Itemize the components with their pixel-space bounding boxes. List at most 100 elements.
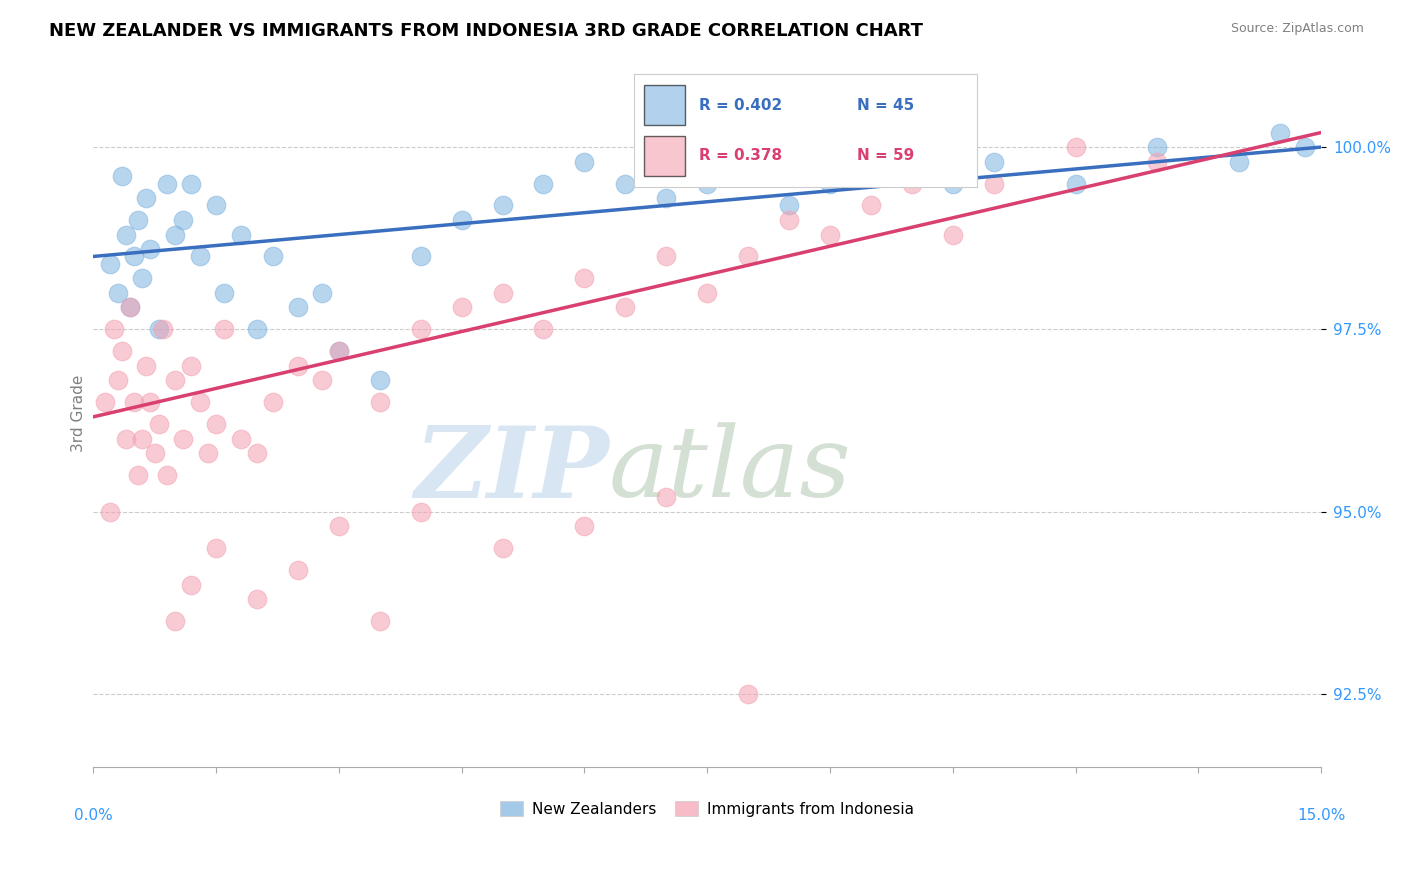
Point: [1270, 126, 1292, 140]
Point: [368, 395, 391, 409]
Point: [139, 242, 162, 256]
Point: [311, 373, 333, 387]
Point: [262, 250, 284, 264]
Point: [1146, 140, 1168, 154]
Point: [614, 177, 637, 191]
Point: [246, 592, 269, 607]
Point: [901, 140, 924, 154]
Point: [156, 468, 179, 483]
Point: [188, 250, 211, 264]
Point: [165, 227, 187, 242]
Point: [818, 227, 841, 242]
Point: [229, 432, 252, 446]
Point: [737, 250, 759, 264]
Point: [1064, 177, 1087, 191]
Point: [107, 285, 129, 300]
Point: [180, 577, 202, 591]
Legend: New Zealanders, Immigrants from Indonesia: New Zealanders, Immigrants from Indonesi…: [494, 795, 921, 822]
Text: NEW ZEALANDER VS IMMIGRANTS FROM INDONESIA 3RD GRADE CORRELATION CHART: NEW ZEALANDER VS IMMIGRANTS FROM INDONES…: [49, 22, 924, 40]
Text: Source: ZipAtlas.com: Source: ZipAtlas.com: [1230, 22, 1364, 36]
Point: [197, 446, 219, 460]
Point: [212, 285, 235, 300]
Point: [942, 177, 965, 191]
Point: [737, 154, 759, 169]
Point: [1064, 140, 1087, 154]
Point: [122, 395, 145, 409]
Point: [188, 395, 211, 409]
Point: [328, 344, 350, 359]
Point: [942, 227, 965, 242]
Point: [778, 213, 800, 227]
Point: [135, 359, 157, 373]
Point: [368, 614, 391, 628]
Point: [1227, 154, 1250, 169]
Point: [328, 344, 350, 359]
Point: [111, 169, 134, 184]
Point: [311, 285, 333, 300]
Point: [491, 541, 513, 555]
Point: [205, 198, 228, 212]
Text: 15.0%: 15.0%: [1296, 808, 1346, 823]
Point: [983, 154, 1005, 169]
Point: [246, 446, 269, 460]
Point: [655, 191, 678, 205]
Point: [172, 432, 194, 446]
Point: [262, 395, 284, 409]
Point: [118, 301, 141, 315]
Point: [139, 395, 162, 409]
Point: [655, 250, 678, 264]
Point: [409, 250, 432, 264]
Point: [696, 177, 718, 191]
Y-axis label: 3rd Grade: 3rd Grade: [72, 375, 86, 452]
Point: [737, 687, 759, 701]
Point: [131, 432, 153, 446]
Point: [409, 322, 432, 336]
Point: [107, 373, 129, 387]
Text: atlas: atlas: [609, 422, 852, 517]
Point: [574, 519, 596, 533]
Point: [614, 301, 637, 315]
Point: [212, 322, 235, 336]
Point: [165, 373, 187, 387]
Point: [143, 446, 166, 460]
Point: [115, 227, 138, 242]
Point: [491, 285, 513, 300]
Point: [229, 227, 252, 242]
Point: [901, 177, 924, 191]
Point: [818, 177, 841, 191]
Point: [131, 271, 153, 285]
Point: [115, 432, 138, 446]
Point: [111, 344, 134, 359]
Point: [287, 359, 309, 373]
Point: [122, 250, 145, 264]
Point: [287, 301, 309, 315]
Point: [118, 301, 141, 315]
Point: [368, 373, 391, 387]
Point: [180, 359, 202, 373]
Text: 0.0%: 0.0%: [73, 808, 112, 823]
Text: ZIP: ZIP: [413, 422, 609, 518]
Point: [148, 322, 170, 336]
Point: [574, 271, 596, 285]
Point: [1146, 154, 1168, 169]
Point: [983, 177, 1005, 191]
Point: [655, 490, 678, 504]
Point: [172, 213, 194, 227]
Point: [165, 614, 187, 628]
Point: [409, 505, 432, 519]
Point: [98, 257, 121, 271]
Point: [246, 322, 269, 336]
Point: [491, 198, 513, 212]
Point: [135, 191, 157, 205]
Point: [152, 322, 174, 336]
Point: [98, 505, 121, 519]
Point: [180, 177, 202, 191]
Point: [205, 541, 228, 555]
Point: [574, 154, 596, 169]
Point: [127, 213, 149, 227]
Point: [1294, 140, 1316, 154]
Point: [287, 563, 309, 577]
Point: [328, 519, 350, 533]
Point: [94, 395, 117, 409]
Point: [148, 417, 170, 431]
